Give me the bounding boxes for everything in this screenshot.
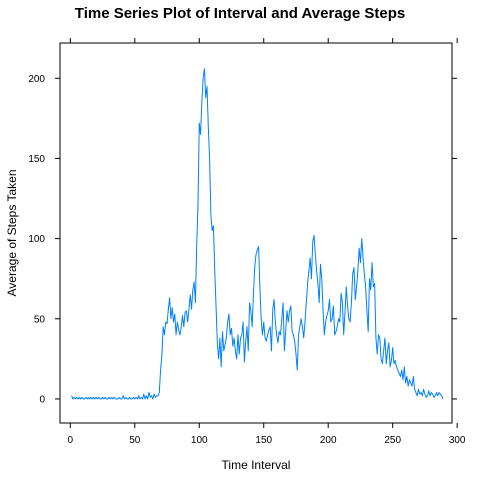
x-tick-label: 250 [384, 435, 401, 446]
y-tick-label: 0 [39, 394, 45, 405]
y-tick-label: 200 [28, 74, 45, 85]
chart-title: Time Series Plot of Interval and Average… [75, 5, 405, 22]
y-tick-label: 100 [28, 234, 45, 245]
x-tick-label: 200 [320, 435, 337, 446]
x-tick-label: 50 [129, 435, 141, 446]
y-tick-label: 150 [28, 154, 45, 165]
x-tick-label: 150 [255, 435, 272, 446]
x-tick-label: 0 [68, 435, 74, 446]
x-tick-label: 100 [191, 435, 208, 446]
plot-frame [59, 42, 453, 424]
x-axis-label: Time Interval [222, 458, 291, 472]
y-tick-label: 50 [34, 314, 46, 325]
axis-ticks: 0 50 100 150 200 250 300 0 50 100 150 200 [28, 38, 466, 446]
y-axis-label: Average of Steps Taken [5, 170, 19, 297]
series-line [71, 68, 444, 400]
x-tick-label: 300 [449, 435, 466, 446]
